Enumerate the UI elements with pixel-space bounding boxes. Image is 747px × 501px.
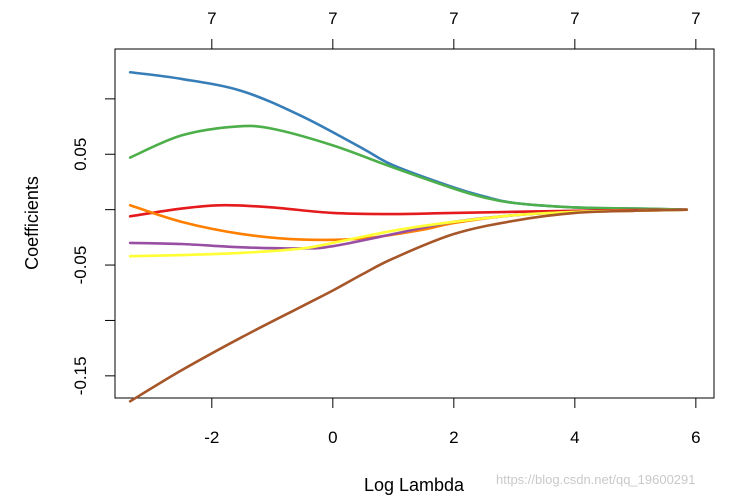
x-tick-label: 6 xyxy=(691,428,700,447)
series-line-2 xyxy=(128,124,689,211)
x-tick-label: 4 xyxy=(570,428,579,447)
y-tick-label: -0.15 xyxy=(71,356,90,395)
top-tick-label: 7 xyxy=(207,9,216,28)
y-tick-label: 0.05 xyxy=(71,138,90,171)
watermark: https://blog.csdn.net/qq_19600291 xyxy=(496,472,696,487)
series-line-1 xyxy=(128,70,689,211)
top-tick-label: 7 xyxy=(449,9,458,28)
x-tick-label: 0 xyxy=(328,428,337,447)
top-axis: 7 7 7 7 7 xyxy=(207,9,701,50)
plot-frame xyxy=(114,48,715,399)
top-tick-label: 7 xyxy=(570,9,579,28)
y-axis: -0.15 -0.05 0.05 xyxy=(71,98,116,395)
y-tick-label: -0.05 xyxy=(71,246,90,285)
top-tick-label: 7 xyxy=(691,9,700,28)
x-tick-label: 2 xyxy=(449,428,458,447)
y-axis-label: Coefficients xyxy=(22,176,42,270)
x-axis: -2 0 2 4 6 xyxy=(204,397,701,447)
series-lines xyxy=(128,70,689,403)
x-tick-label: -2 xyxy=(204,428,219,447)
top-tick-label: 7 xyxy=(328,9,337,28)
series-line-7 xyxy=(128,208,689,403)
x-axis-label: Log Lambda xyxy=(364,475,465,495)
